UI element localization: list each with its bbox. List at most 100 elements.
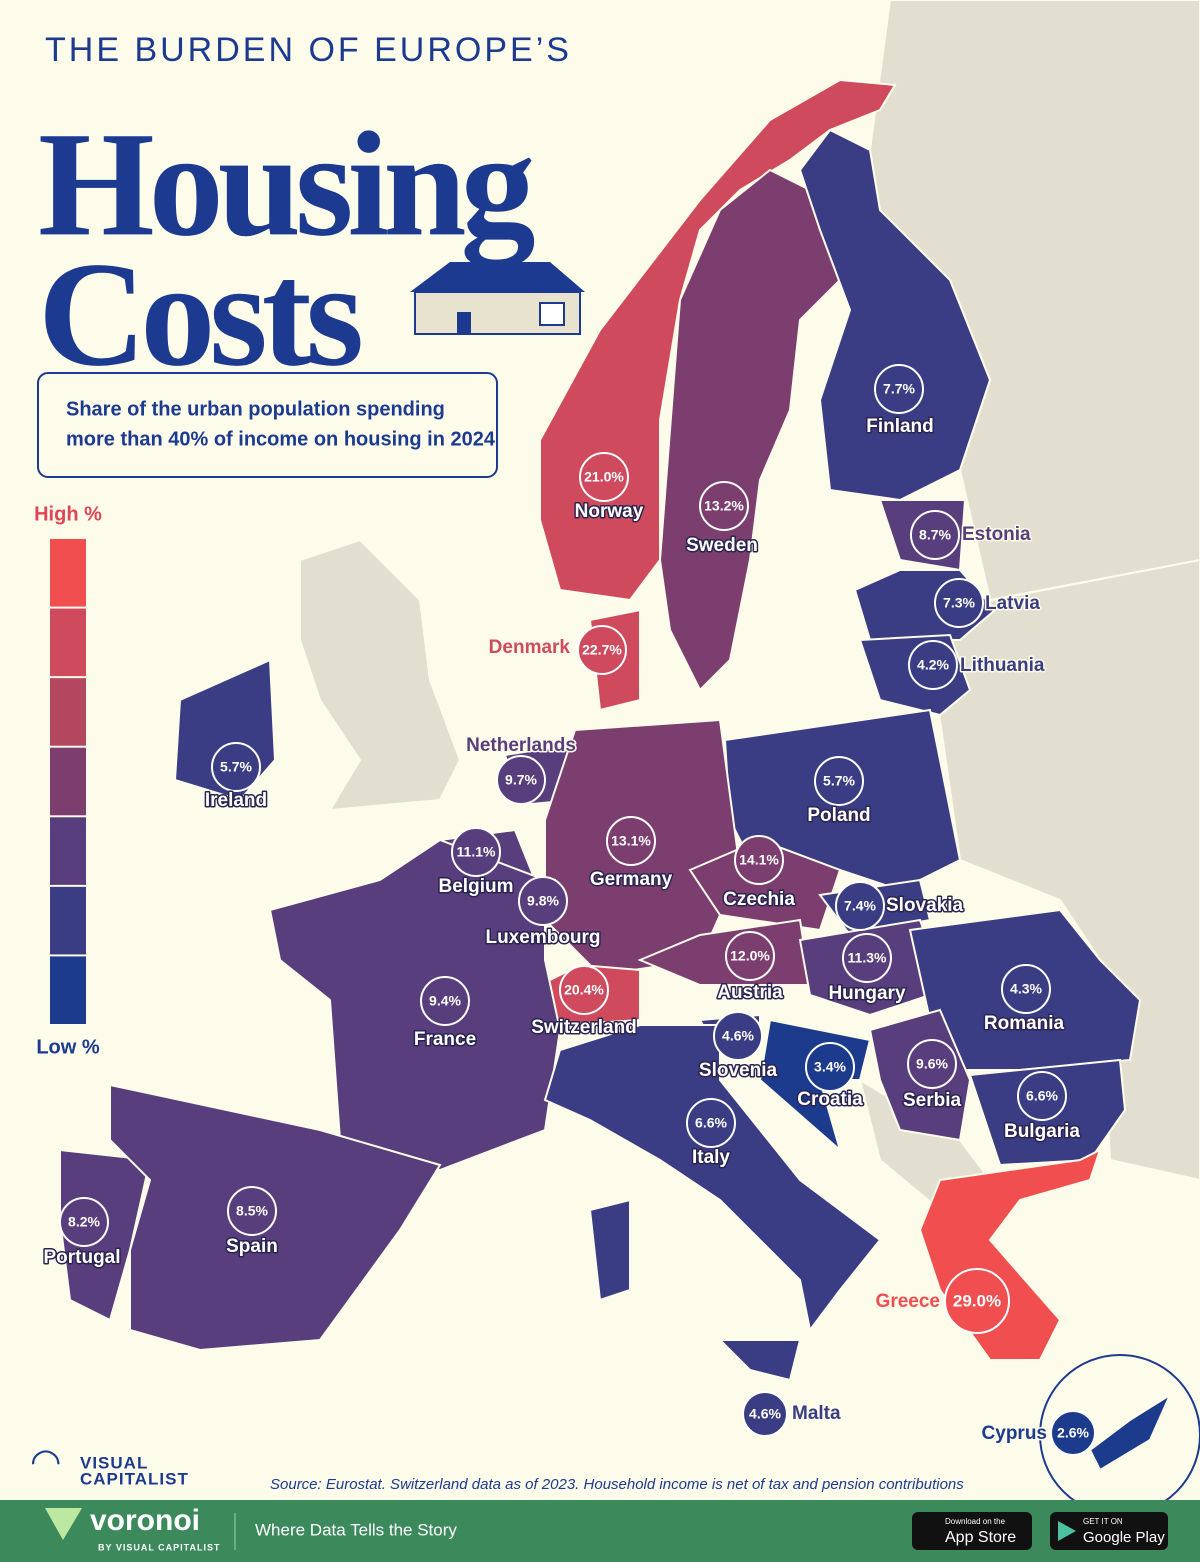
kicker: THE BURDEN OF EUROPE’S <box>45 31 572 69</box>
brand: voronoi <box>90 1504 200 1537</box>
app-store-bg[interactable] <box>912 1512 1032 1550</box>
value-label: 5.7% <box>220 759 252 775</box>
title-line: Housing <box>38 101 535 267</box>
country-name: Sweden <box>686 535 758 556</box>
country-name: Czechia <box>723 889 795 910</box>
value-label: 4.2% <box>917 657 949 673</box>
legend-swatch <box>50 608 86 677</box>
value-badge <box>944 1268 1010 1334</box>
value-label: 4.3% <box>1010 981 1042 997</box>
value-label: 9.6% <box>916 1056 948 1072</box>
value-badge <box>559 965 609 1015</box>
country-shape <box>717 1339 802 1382</box>
app-store-small: Download on the <box>945 1517 1006 1526</box>
logo-mark: ◠ <box>30 1441 61 1482</box>
value-label: 29.0% <box>953 1291 1001 1310</box>
value-badge <box>1017 1071 1067 1121</box>
value-badge <box>59 1197 109 1247</box>
google-play-bg[interactable] <box>1050 1512 1168 1550</box>
country-name: Slovenia <box>699 1060 778 1081</box>
value-label: 13.2% <box>704 498 744 514</box>
value-badge <box>227 1186 277 1236</box>
country-name: Serbia <box>903 1090 962 1111</box>
app-store-button[interactable]: Download on the App Store <box>912 1512 1032 1550</box>
value-label: 11.1% <box>457 844 496 860</box>
value-label: 4.6% <box>749 1406 781 1422</box>
legend-scale <box>50 539 86 1024</box>
value-badge <box>518 876 568 926</box>
legend-low: Low % <box>36 1036 100 1058</box>
app-store-big: App Store <box>945 1529 1016 1546</box>
country-name: Latvia <box>985 593 1040 614</box>
country-name: Switzerland <box>531 1017 637 1038</box>
value-label: 5.7% <box>823 773 855 789</box>
country-shape <box>658 168 842 692</box>
value-label: 7.3% <box>943 595 975 611</box>
country-name: Romania <box>984 1013 1065 1034</box>
country-name: Germany <box>590 869 673 890</box>
country-name: Finland <box>866 416 934 437</box>
value-badge <box>420 976 470 1026</box>
value-label: 6.6% <box>1026 1088 1058 1104</box>
country-name: Luxembourg <box>485 927 600 948</box>
value-badge <box>577 625 627 675</box>
value-badge <box>713 1011 763 1061</box>
value-label: 8.7% <box>919 527 951 543</box>
value-badge <box>907 1039 957 1089</box>
country-name: Norway <box>575 501 644 522</box>
legend-swatch <box>50 747 86 816</box>
brand-icon <box>45 1508 82 1540</box>
value-badge <box>451 827 501 877</box>
value-badge <box>1050 1410 1096 1456</box>
subtitle: Share of the urban population spending <box>66 398 445 420</box>
legend-swatch <box>50 678 86 746</box>
value-badge <box>496 755 546 805</box>
google-play-big: Google Play <box>1083 1529 1165 1546</box>
value-label: 9.4% <box>429 993 461 1009</box>
country-name: Cyprus <box>982 1423 1047 1444</box>
value-label: 8.2% <box>68 1214 100 1230</box>
value-badge <box>805 1042 855 1092</box>
value-badge <box>686 1098 736 1148</box>
value-badge <box>606 816 656 866</box>
country-name: Hungary <box>828 983 906 1004</box>
value-badge <box>725 931 775 981</box>
value-label: 6.6% <box>695 1115 727 1131</box>
google-play-button[interactable]: GET IT ON Google Play <box>1050 1512 1168 1550</box>
legend-swatch <box>50 817 86 885</box>
value-badge <box>734 835 784 885</box>
value-label: 2.6% <box>1057 1425 1089 1441</box>
value-badge <box>211 742 261 792</box>
value-label: 14.1% <box>739 852 779 868</box>
country-shape <box>588 1198 631 1302</box>
country-name: France <box>414 1029 476 1050</box>
country-shape <box>1088 1392 1173 1472</box>
value-label: 3.4% <box>814 1059 846 1075</box>
value-label: 20.4% <box>564 982 604 998</box>
country-labels: 21.0% Norway 13.2% Sweden 7.7% Finland 8.7% Est… <box>42 364 1096 1456</box>
value-badge <box>1001 964 1051 1014</box>
country-name: Austria <box>717 982 783 1003</box>
value-label: 8.5% <box>236 1203 268 1219</box>
country-name: Denmark <box>489 637 571 658</box>
country-name: Slovakia <box>886 895 964 916</box>
value-label: 22.7% <box>582 642 622 658</box>
country-name: Italy <box>692 1147 730 1168</box>
value-badge <box>835 881 885 931</box>
value-badge <box>934 578 984 628</box>
value-badge <box>699 481 749 531</box>
value-label: 9.7% <box>505 772 537 788</box>
value-label: 7.4% <box>844 898 876 914</box>
country-name: Bulgaria <box>1004 1121 1080 1142</box>
google-play-small: GET IT ON <box>1083 1517 1123 1526</box>
value-badge <box>908 640 958 690</box>
value-label: 21.0% <box>584 469 624 485</box>
country-shape <box>798 128 992 502</box>
value-label: 4.6% <box>722 1028 754 1044</box>
value-badge <box>742 1391 788 1437</box>
country-name: Ireland <box>205 790 267 811</box>
value-label: 9.8% <box>527 893 559 909</box>
legend-swatch <box>50 539 86 607</box>
tagline: Where Data Tells the Story <box>255 1520 457 1539</box>
